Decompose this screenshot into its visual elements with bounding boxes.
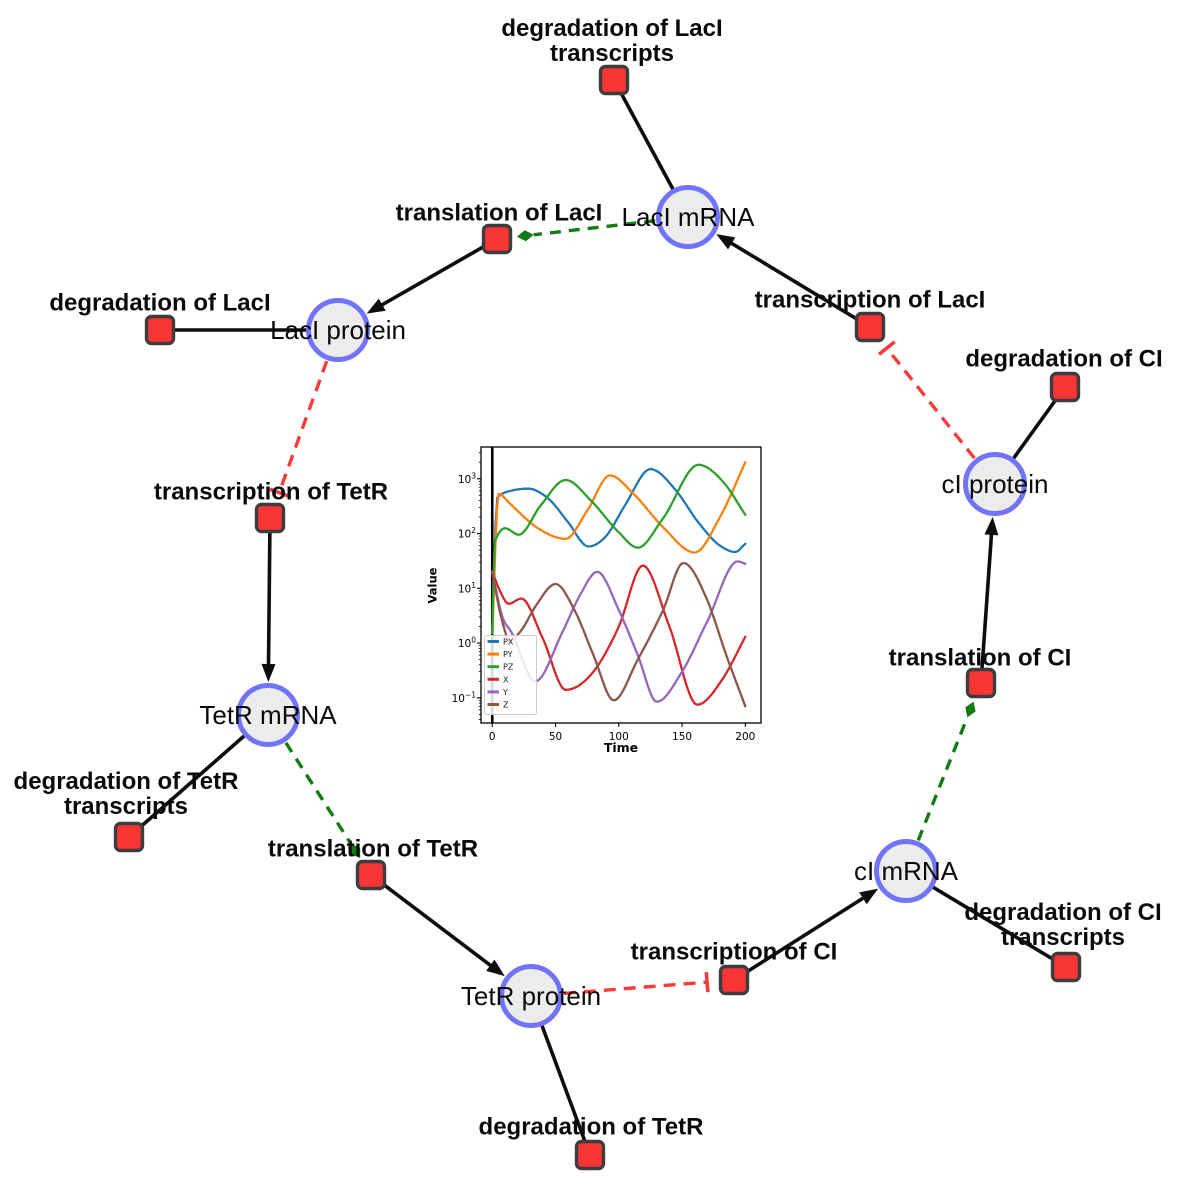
species-node-laci-protein[interactable] <box>306 298 370 362</box>
reaction-label-degradation-of-ci: degradation of CI <box>965 346 1162 373</box>
reaction-label-transcription-of-tetr: transcription of TetR <box>154 479 388 506</box>
node-layer <box>113 64 1082 1171</box>
arrowhead <box>261 663 276 683</box>
series-PZ <box>491 463 747 635</box>
reaction-label-degradation-of-laci-transcripts: degradation of LacI <box>501 15 722 42</box>
edge-translation-of-tetr--tetr-protein <box>369 873 505 977</box>
species-node-tetr-mrna[interactable] <box>236 683 300 747</box>
edge-tetr-mrna--translation-of-tetr <box>284 741 361 859</box>
reaction-node-translation-of-ci[interactable] <box>965 667 997 699</box>
legend-label-PX: PX <box>503 638 514 647</box>
arrowhead <box>859 888 879 905</box>
edge-ci-protein--transcription-of-laci <box>877 340 976 460</box>
chart-legend: PX PY PZ XYZ <box>484 635 537 715</box>
chart-y-axis-label: Value <box>425 567 440 604</box>
reaction-label-degradation-of-tetr: degradation of TetR <box>479 1114 704 1141</box>
inhibition-bar <box>704 972 710 993</box>
modifier-diamond <box>965 701 976 718</box>
inset-chart: 10−1 100 101 102 103 0 50 100 150 200 PX PY PZ XYZ <box>452 446 762 743</box>
reaction-node-degradation-of-tetr-transcripts[interactable] <box>113 821 145 853</box>
edge-tetr-protein--transcription-of-ci <box>563 972 710 996</box>
edge-transcription-of-laci--laci-mrna <box>716 234 871 329</box>
modifier-diamond <box>350 843 361 859</box>
species-label-ci-mrna: cI mRNA <box>854 856 959 886</box>
edge-translation-of-laci--laci-protein <box>366 237 498 314</box>
reaction-label-degradation-of-laci: degradation of LacI <box>49 290 270 317</box>
series-PY <box>491 461 747 635</box>
species-node-ci-mrna[interactable] <box>874 839 938 903</box>
reaction-label-degradation-of-laci-transcripts: transcripts <box>550 40 674 67</box>
legend-label-Z: Z <box>503 701 509 710</box>
series-X <box>491 564 747 706</box>
y-tick-label: 100 <box>458 636 476 651</box>
reaction-node-degradation-of-laci[interactable] <box>144 314 176 346</box>
legend-label-Y: Y <box>502 688 508 697</box>
reaction-node-translation-of-laci[interactable] <box>481 223 513 255</box>
reaction-label-degradation-of-tetr-transcripts: degradation of TetR <box>14 768 239 795</box>
reaction-label-transcription-of-ci: transcription of CI <box>631 939 838 966</box>
reaction-node-degradation-of-laci-transcripts[interactable] <box>598 64 630 96</box>
species-label-laci-mrna: LacI mRNA <box>622 202 756 232</box>
species-label-tetr-mrna: TetR mRNA <box>199 700 337 730</box>
reaction-node-degradation-of-ci-transcripts[interactable] <box>1050 951 1082 983</box>
reaction-label-translation-of-laci: translation of LacI <box>396 200 603 227</box>
reaction-label-translation-of-tetr: translation of TetR <box>268 836 478 863</box>
x-tick-label: 0 <box>489 731 496 743</box>
modifier-diamond <box>516 230 534 242</box>
reaction-label-translation-of-ci: translation of CI <box>889 645 1072 672</box>
y-tick-label: 103 <box>458 471 476 486</box>
species-node-ci-protein[interactable] <box>963 452 1027 516</box>
x-tick-label: 100 <box>609 731 629 743</box>
arrowhead <box>716 234 736 250</box>
species-node-laci-mrna[interactable] <box>656 185 720 249</box>
reaction-node-translation-of-tetr[interactable] <box>355 859 387 891</box>
reaction-label-degradation-of-ci-transcripts: degradation of CI <box>964 899 1161 926</box>
species-label-ci-protein: cI protein <box>942 469 1049 499</box>
reaction-label-degradation-of-ci-transcripts: transcripts <box>1001 924 1125 951</box>
reaction-label-degradation-of-tetr-transcripts: transcripts <box>64 793 188 820</box>
species-node-tetr-protein[interactable] <box>499 964 563 1028</box>
species-label-tetr-protein: TetR protein <box>461 981 601 1011</box>
arrowhead <box>486 959 505 977</box>
x-tick-label: 50 <box>549 731 562 743</box>
node-label-layer: LacI mRNA LacI protein TetR mRNA TetR prote… <box>14 15 1163 1141</box>
legend-label-X: X <box>503 675 509 684</box>
y-tick-label: 102 <box>458 526 476 541</box>
inhibition-bar <box>269 487 290 498</box>
arrowhead <box>366 298 386 314</box>
reaction-label-transcription-of-laci: transcription of LacI <box>755 287 986 314</box>
chart-x-axis-label: Time <box>603 740 639 755</box>
edge-transcription-of-tetr--tetr-mrna <box>261 517 276 683</box>
y-tick-label: 101 <box>458 581 476 596</box>
reaction-node-degradation-of-ci[interactable] <box>1049 371 1081 403</box>
edge-transcription-of-ci--ci-mrna <box>733 888 879 982</box>
reaction-node-transcription-of-tetr[interactable] <box>254 502 286 534</box>
y-tick-label: 10−1 <box>452 690 477 705</box>
legend-label-PY: PY <box>503 650 513 659</box>
reaction-node-transcription-of-laci[interactable] <box>854 311 886 343</box>
x-tick-label: 200 <box>735 731 755 743</box>
inhibition-bar <box>877 340 896 356</box>
arrowhead <box>984 516 999 536</box>
edge-laci-mrna--translation-of-laci <box>516 219 656 242</box>
series-PX <box>491 467 747 635</box>
edge-translation-of-ci--ci-protein <box>979 516 999 684</box>
x-tick-label: 150 <box>672 731 692 743</box>
reaction-node-degradation-of-tetr[interactable] <box>574 1139 606 1171</box>
edge-ci-mrna--translation-of-ci <box>916 701 976 841</box>
reaction-node-transcription-of-ci[interactable] <box>718 964 750 996</box>
species-label-laci-protein: LacI protein <box>270 315 406 345</box>
edge-laci-protein--transcription-of-tetr <box>269 360 329 498</box>
legend-label-PZ: PZ <box>503 663 514 672</box>
series-Z <box>491 561 747 708</box>
